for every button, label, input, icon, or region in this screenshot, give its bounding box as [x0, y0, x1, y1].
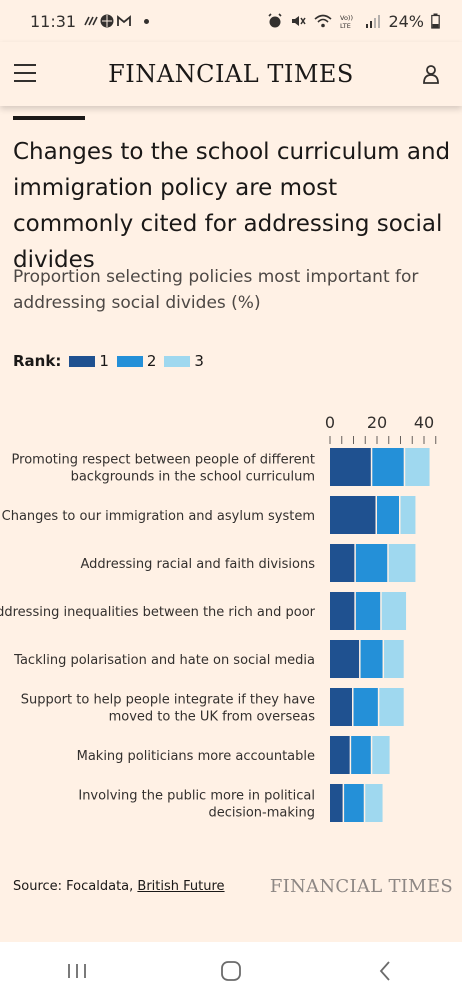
status-time: 11:31 — [30, 11, 77, 31]
legend-item-2: 2 — [116, 352, 157, 370]
bar-rank1-row5 — [330, 640, 360, 678]
wifi-icon — [314, 14, 332, 28]
bar-rank3-row1 — [405, 448, 430, 486]
bar-rank2-row6 — [353, 688, 378, 726]
category-label-row8: decision-making — [208, 806, 315, 821]
bar-rank1-row6 — [330, 688, 352, 726]
category-label-row1: backgrounds in the school curriculum — [71, 470, 315, 485]
category-label-row6: Support to help people integrate if they… — [21, 693, 315, 708]
svg-text:Vo)): Vo)) — [340, 14, 353, 22]
ft-logo[interactable]: FINANCIAL TIMES — [108, 60, 354, 88]
back-button[interactable] — [365, 951, 405, 991]
legend-item-3: 3 — [164, 352, 204, 370]
bar-rank3-row8 — [365, 784, 383, 822]
x-tick-label: 0 — [325, 413, 335, 432]
legend-label-1: 1 — [99, 352, 109, 370]
bar-rank3-row7 — [372, 736, 390, 774]
recent-apps-button[interactable] — [57, 951, 97, 991]
home-icon — [221, 961, 241, 981]
category-label-row1: Promoting respect between people of diff… — [12, 453, 315, 468]
source-link[interactable]: British Future — [137, 879, 225, 894]
legend-label-3: 3 — [194, 352, 204, 370]
x-tick-label: 40 — [414, 413, 434, 432]
notification-icons — [84, 14, 132, 28]
menu-icon — [14, 64, 36, 66]
bar-rank1-row3 — [330, 544, 355, 582]
bar-rank2-row3 — [355, 544, 388, 582]
bar-rank3-row3 — [388, 544, 416, 582]
footer-logo: FINANCIAL TIMES — [269, 876, 453, 897]
bar-rank2-row8 — [344, 784, 364, 822]
recent-apps-icon — [68, 964, 86, 978]
bar-rank1-row8 — [330, 784, 343, 822]
signal-icon — [366, 15, 381, 28]
x-tick-label: 20 — [367, 413, 387, 432]
bar-rank2-row5 — [360, 640, 383, 678]
system-nav-bar — [0, 942, 462, 1000]
category-label-row4: Addressing inequalities between the rich… — [0, 605, 316, 620]
chart-legend: Rank: 1 2 3 — [13, 352, 212, 370]
bar-rank1-row1 — [330, 448, 371, 486]
status-right: Vo)) LTE 24% — [267, 12, 440, 31]
status-left: 11:31 — [30, 11, 150, 31]
category-label-row2: Changes to our immigration and asylum sy… — [2, 509, 315, 524]
chart-footer: Source: Focaldata, British Future FINANC… — [13, 876, 453, 897]
accent-bar — [13, 116, 85, 120]
bar-rank3-row2 — [400, 496, 416, 534]
svg-text:LTE: LTE — [340, 22, 351, 29]
bar-rank3-row4 — [381, 592, 407, 630]
mute-icon — [292, 16, 307, 26]
battery-icon — [431, 13, 440, 29]
source-note: Source: Focaldata, British Future — [13, 879, 225, 894]
article-content: Changes to the school curriculum and imm… — [0, 106, 462, 942]
status-dot — [144, 18, 150, 24]
category-label-row7: Making politicians more accountable — [77, 749, 315, 764]
battery-level: 24% — [388, 11, 424, 31]
category-label-row5: Tackling polarisation and hate on social… — [13, 653, 315, 668]
back-icon — [379, 961, 390, 981]
bar-rank1-row4 — [330, 592, 355, 630]
bar-rank1-row7 — [330, 736, 350, 774]
bar-rank2-row7 — [351, 736, 371, 774]
category-label-row8: Involving the public more in political — [78, 789, 315, 804]
status-bar: 11:31 Vo)) LTE 24% — [0, 0, 462, 42]
menu-button[interactable] — [14, 64, 36, 82]
app-header: FINANCIAL TIMES — [0, 42, 462, 106]
category-label-row3: Addressing racial and faith divisions — [80, 557, 315, 572]
volte-icon: Vo)) LTE — [340, 14, 353, 29]
category-label-row6: moved to the UK from overseas — [109, 710, 316, 725]
legend-item-1: 1 — [69, 352, 109, 370]
legend-title: Rank: — [13, 352, 62, 370]
bar-rank2-row4 — [355, 592, 381, 630]
legend-swatch-3 — [164, 355, 191, 367]
bar-rank3-row5 — [384, 640, 404, 678]
chart-subtitle: Proportion selecting policies most impor… — [13, 267, 419, 313]
bar-rank2-row2 — [377, 496, 399, 534]
legend-swatch-2 — [116, 355, 143, 367]
stacked-bar-chart: 0 20 40 Promoting respect between people of… — [0, 413, 437, 822]
bar-rank1-row2 — [330, 496, 376, 534]
bar-rank3-row6 — [379, 688, 404, 726]
source-prefix: Source: Focaldata, — [13, 879, 138, 894]
legend-swatch-1 — [69, 355, 96, 367]
legend-label-2: 2 — [146, 352, 157, 370]
home-button[interactable] — [211, 951, 251, 991]
user-icon[interactable] — [422, 64, 440, 84]
alarm-icon — [268, 13, 283, 28]
chart-headline: Changes to the school curriculum and imm… — [13, 139, 451, 273]
bar-rank2-row1 — [372, 448, 404, 486]
